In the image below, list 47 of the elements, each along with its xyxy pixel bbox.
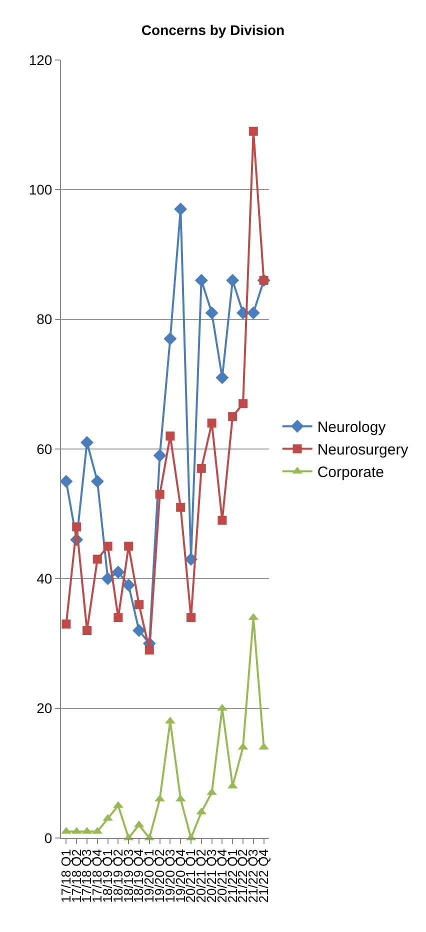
y-tick-label: 0: [44, 830, 52, 846]
y-tick-label: 60: [36, 440, 52, 457]
point: [165, 716, 176, 724]
point: [217, 704, 228, 711]
point: [218, 516, 227, 525]
point: [174, 202, 188, 216]
legend-label: Neurosurgery: [317, 442, 409, 459]
y-tick-label: 100: [28, 182, 52, 198]
point: [238, 399, 248, 408]
point: [122, 578, 136, 592]
chart-title: Concerns by Division: [141, 22, 285, 38]
y-tick-label: 20: [36, 700, 52, 716]
point: [186, 613, 196, 622]
point: [205, 306, 218, 320]
point: [228, 412, 238, 422]
y-tick-label: 40: [36, 570, 52, 587]
point: [112, 566, 125, 579]
point: [92, 554, 102, 564]
point: [216, 371, 229, 384]
point: [82, 626, 92, 636]
point: [246, 306, 260, 320]
y-tick-label: 120: [28, 52, 52, 68]
point: [90, 474, 104, 488]
point: [101, 572, 114, 586]
point: [176, 502, 186, 512]
legend-label: Corporate: [317, 464, 384, 482]
y-tick-label: 80: [36, 311, 52, 328]
point: [124, 542, 134, 551]
point: [196, 464, 206, 473]
point: [248, 126, 258, 136]
point: [226, 274, 240, 287]
point: [103, 542, 112, 551]
point: [132, 624, 146, 638]
point: [72, 522, 82, 532]
point: [134, 600, 144, 610]
point: [207, 418, 216, 428]
point: [62, 620, 71, 629]
point: [114, 613, 123, 622]
point: [166, 432, 175, 441]
point: [80, 436, 94, 450]
legend-label: Neurology: [317, 419, 386, 436]
point: [164, 332, 177, 346]
point: [144, 645, 154, 654]
point: [153, 448, 166, 462]
point: [155, 490, 164, 499]
point: [60, 474, 73, 488]
point: [194, 274, 208, 287]
